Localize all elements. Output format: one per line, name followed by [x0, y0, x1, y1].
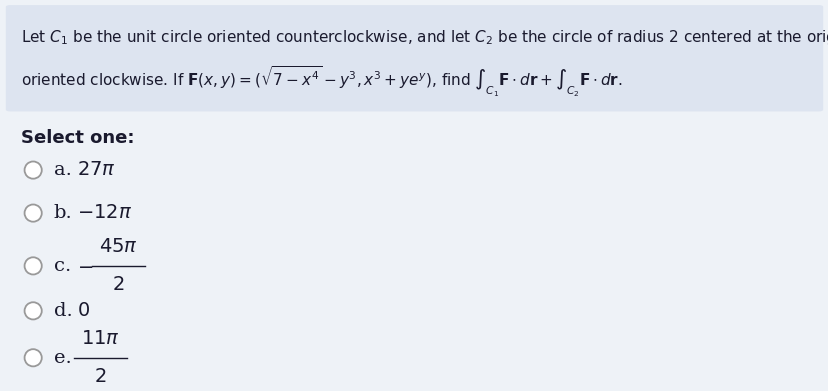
Text: e.: e.	[54, 349, 71, 367]
Text: oriented clockwise. If $\mathbf{F}(x, y) = (\sqrt{7 - x^4} - y^3, x^3 + ye^y)$, : oriented clockwise. If $\mathbf{F}(x, y)…	[21, 65, 622, 99]
Text: c.: c.	[54, 257, 71, 275]
Text: $45\pi$: $45\pi$	[99, 238, 137, 256]
Text: $11\pi$: $11\pi$	[81, 330, 119, 348]
Ellipse shape	[25, 349, 41, 366]
Text: b.: b.	[54, 204, 73, 222]
Text: Select one:: Select one:	[21, 129, 134, 147]
Text: a.: a.	[54, 161, 72, 179]
Ellipse shape	[25, 161, 41, 179]
Text: Let $C_1$ be the unit circle oriented counterclockwise, and let $C_2$ be the cir: Let $C_1$ be the unit circle oriented co…	[21, 28, 828, 47]
Ellipse shape	[25, 302, 41, 319]
Ellipse shape	[25, 257, 41, 274]
FancyBboxPatch shape	[6, 5, 822, 111]
Text: $-12\pi$: $-12\pi$	[77, 204, 132, 222]
Text: $2$: $2$	[113, 276, 124, 294]
Text: $0$: $0$	[77, 302, 90, 320]
Text: $2$: $2$	[94, 368, 106, 386]
Ellipse shape	[25, 204, 41, 222]
Text: $27\pi$: $27\pi$	[77, 161, 116, 179]
Text: d.: d.	[54, 302, 73, 320]
Text: $-$: $-$	[77, 257, 94, 275]
